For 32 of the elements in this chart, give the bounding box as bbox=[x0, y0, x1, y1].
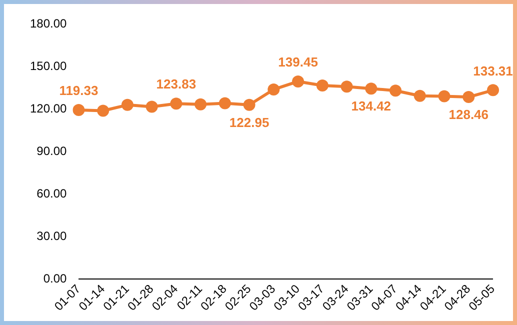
point bbox=[292, 75, 304, 88]
data-label: 128.46 bbox=[448, 107, 489, 122]
point bbox=[340, 80, 353, 93]
point bbox=[218, 97, 231, 110]
point bbox=[414, 90, 426, 102]
point bbox=[121, 98, 134, 111]
data-label: 123.83 bbox=[156, 76, 196, 92]
point bbox=[97, 104, 110, 117]
point bbox=[438, 90, 450, 102]
point bbox=[170, 98, 182, 110]
point bbox=[194, 98, 207, 110]
y-tick-label: 120.00 bbox=[30, 101, 68, 116]
data-label: 133.31 bbox=[473, 63, 513, 78]
point bbox=[243, 98, 256, 111]
y-tick-label: 60.00 bbox=[36, 186, 68, 200]
data-label: 134.42 bbox=[351, 98, 392, 114]
point bbox=[462, 91, 475, 104]
point bbox=[146, 100, 158, 113]
y-tick-label: 90.00 bbox=[36, 144, 68, 158]
y-tick-label: 0.00 bbox=[43, 271, 68, 286]
data-label: 122.95 bbox=[229, 114, 270, 130]
y-tick-label: 180.00 bbox=[30, 16, 68, 30]
point bbox=[268, 83, 280, 96]
y-tick-label: 150.00 bbox=[30, 58, 68, 73]
point bbox=[390, 84, 402, 97]
point bbox=[487, 84, 499, 96]
y-tick-label: 30.00 bbox=[36, 228, 68, 243]
point bbox=[72, 104, 85, 116]
point bbox=[365, 82, 378, 95]
data-label: 139.45 bbox=[278, 54, 318, 70]
point bbox=[316, 80, 328, 92]
data-label: 119.33 bbox=[59, 83, 98, 98]
